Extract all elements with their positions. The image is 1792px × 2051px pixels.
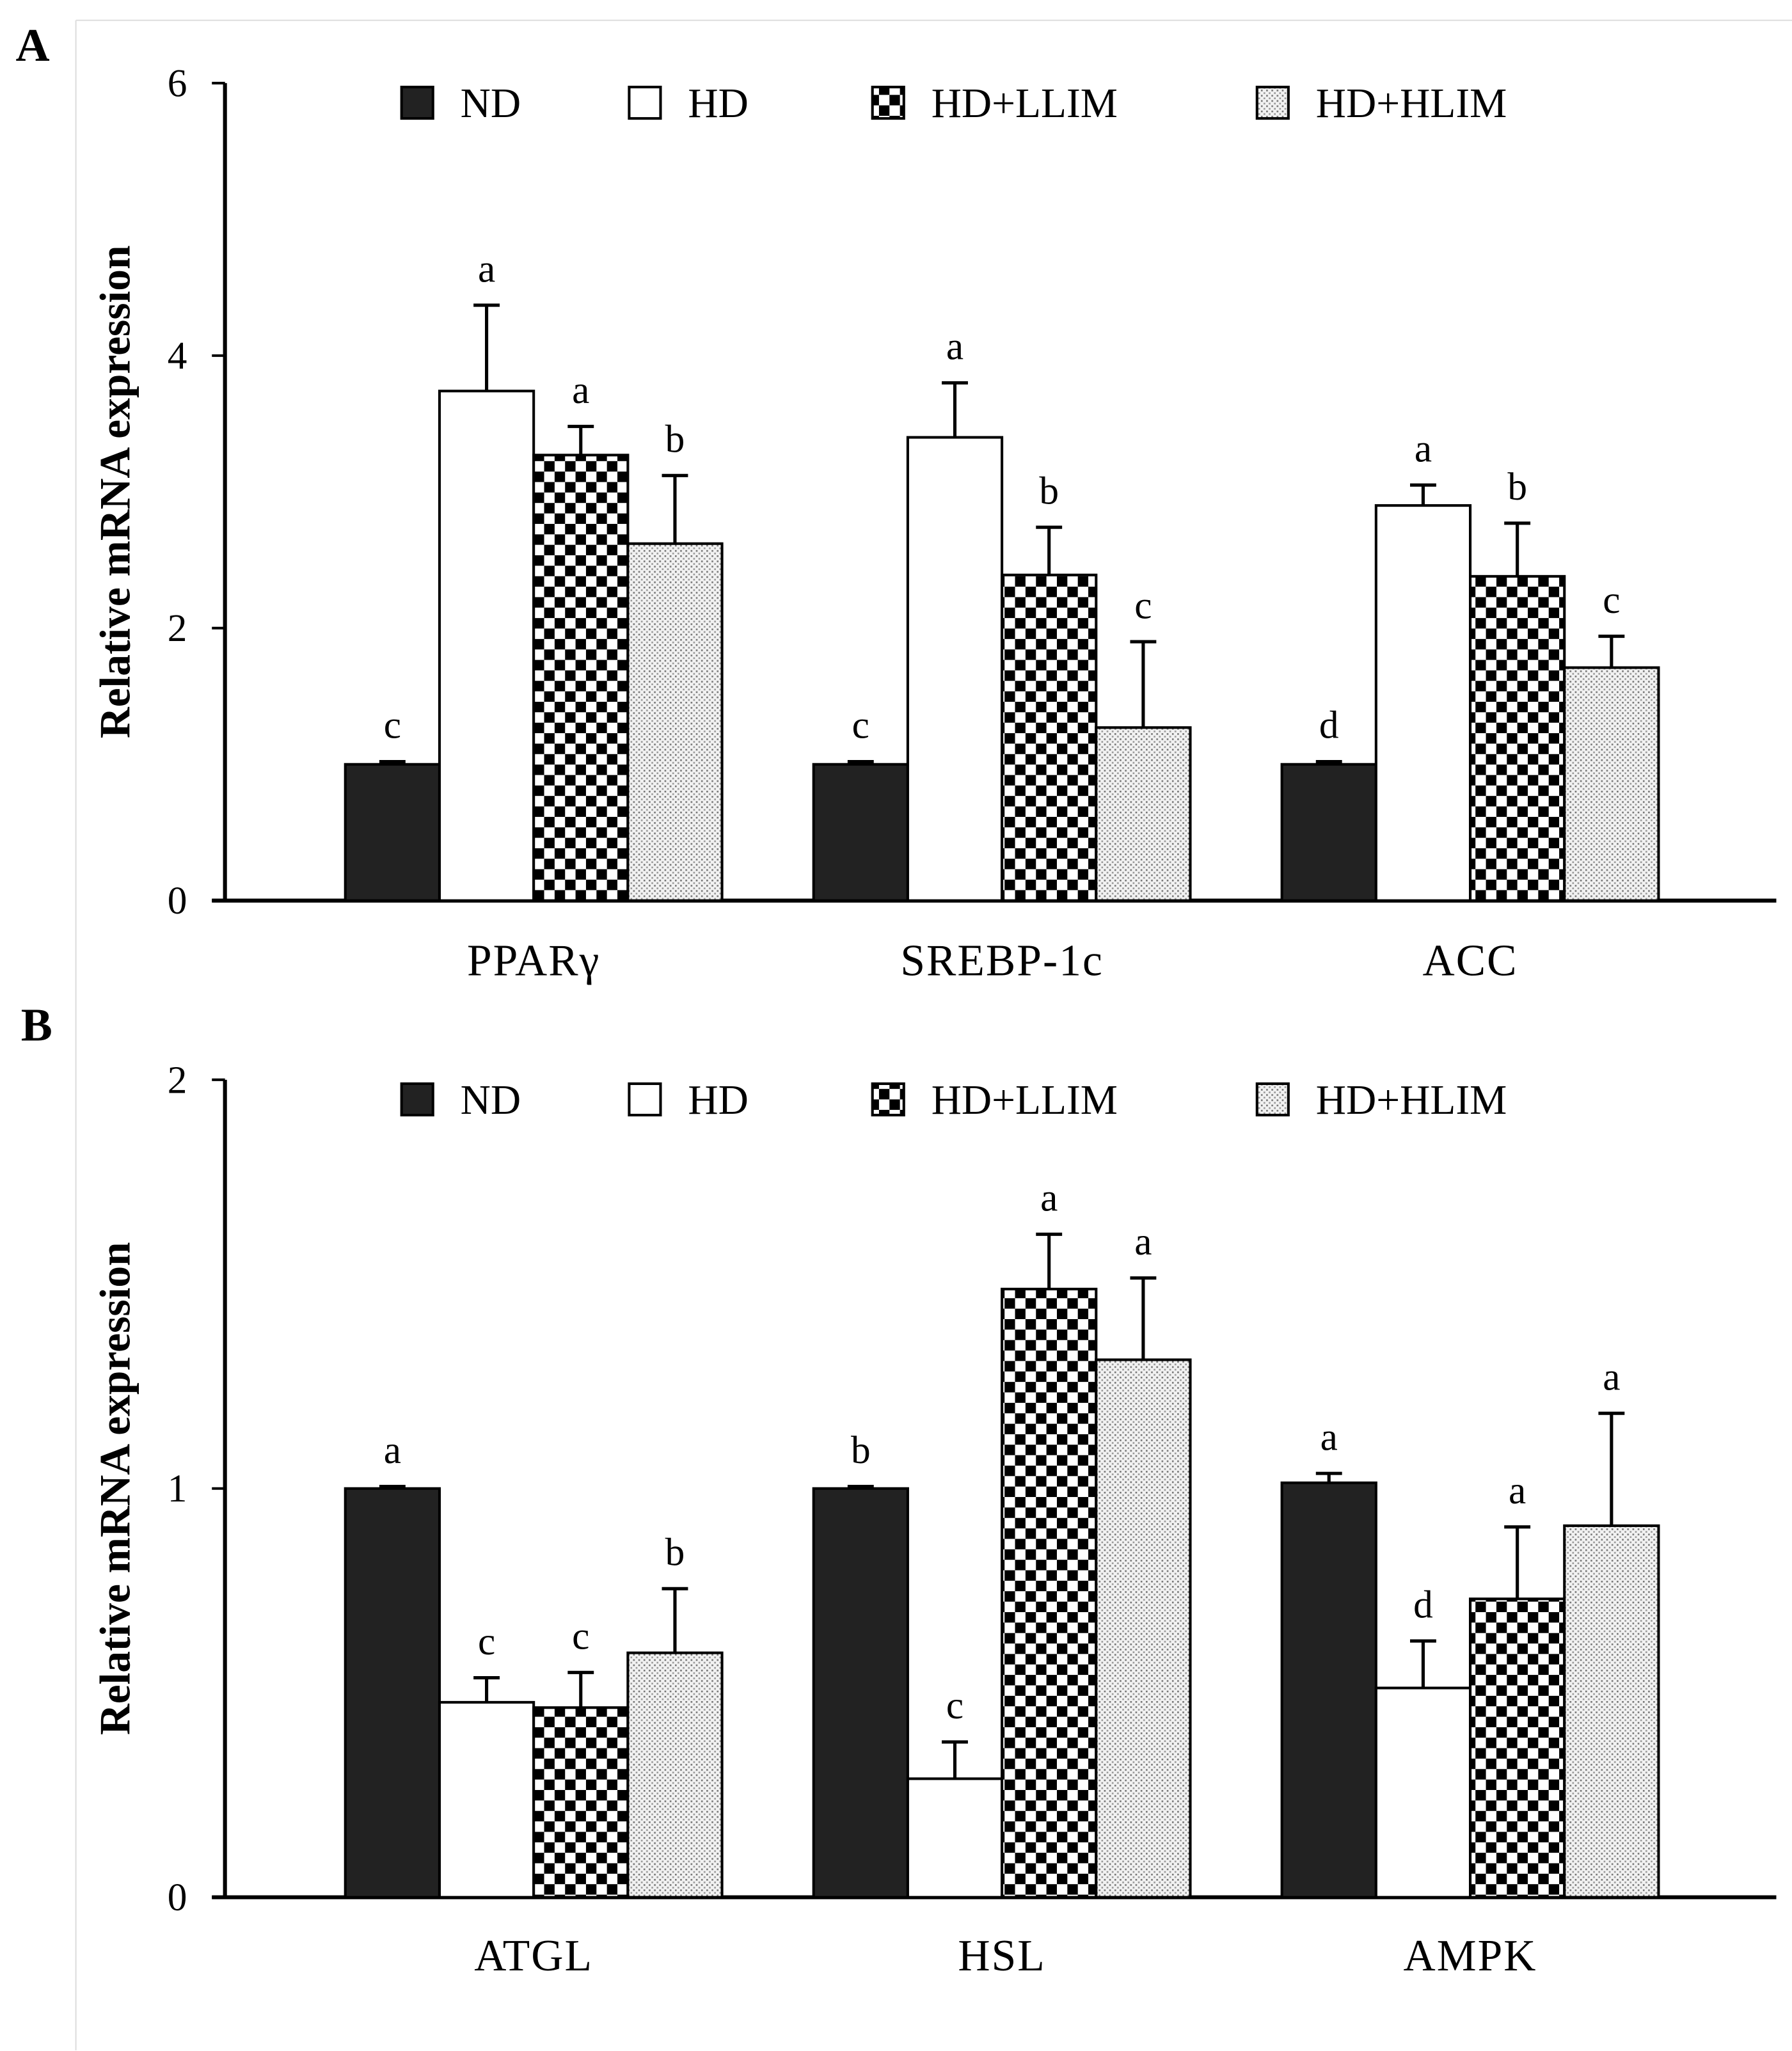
legend-swatch [871,86,905,120]
significance-letter: a [1603,1355,1620,1398]
bar [1374,504,1472,902]
significance-letter: a [478,247,495,290]
bar [1563,1524,1660,1899]
significance-letter: c [1134,583,1152,627]
y-tick-label: 0 [168,1876,187,1919]
legend-swatch [628,1082,662,1117]
y-axis-label: Relative mRNA expression [91,246,139,739]
y-tick-label: 0 [168,879,187,923]
significance-letter: c [946,1684,963,1727]
bar [906,1777,1004,1899]
significance-letter: a [946,325,963,368]
significance-letter: b [1507,465,1527,509]
bar [532,454,630,902]
legend-swatch [1255,1082,1290,1117]
legend-label: HD [688,81,748,127]
y-axis-label: Relative mRNA expression [91,1242,139,1735]
significance-letter: b [1039,469,1059,512]
legend-swatch [871,1082,905,1117]
significance-letter: b [665,1530,685,1574]
significance-letter: b [665,417,685,461]
category-label: AMPK [1404,1931,1537,1981]
category-label: SREBP-1c [900,936,1104,985]
category-label: HSL [958,1931,1045,1981]
y-tick-label: 2 [168,606,187,650]
bar [812,1487,909,1899]
y-tick-label: 1 [168,1467,187,1510]
legend-swatch [400,86,434,120]
category-label: ACC [1423,936,1518,985]
significance-letter: d [1319,704,1339,747]
bar [1095,726,1192,902]
bar [1001,573,1098,902]
significance-letter: a [1040,1176,1058,1220]
bar [438,1700,535,1899]
bar [438,390,535,902]
significance-letter: a [1415,427,1432,470]
significance-letter: b [851,1429,871,1472]
category-label: PPARγ [467,936,600,985]
significance-letter: c [572,1614,589,1658]
bar [812,763,909,902]
bar [532,1706,630,1899]
significance-letter: a [572,368,589,412]
significance-letter: d [1413,1583,1433,1626]
legend-swatch [628,86,662,120]
legend-label: ND [461,81,521,127]
legend-label: HD+HLIM [1316,1077,1507,1123]
bar [1095,1358,1192,1899]
legend-label: ND [461,1077,521,1123]
panel-label-b: B [21,999,52,1051]
panel-b-chart: 0 1 2 Relative mRNA expression ND HD HD+LLIM HD… [91,1058,1777,1981]
legend-swatch [1255,86,1290,120]
bar [1563,666,1660,902]
bar [626,1651,724,1899]
legend-label: HD+LLIM [932,1077,1118,1123]
significance-letter: c [852,704,869,747]
y-tick-label: 2 [168,1058,187,1102]
legend-label: HD+LLIM [932,81,1118,127]
panel-label-a: A [16,19,50,71]
bar [906,436,1004,902]
bar [1374,1686,1472,1899]
bar [344,763,441,902]
significance-letter: c [384,704,401,747]
significance-letter: a [1509,1469,1526,1512]
significance-letter: a [1320,1415,1338,1459]
y-tick-label: 4 [168,334,187,377]
y-tick-label: 6 [168,61,187,105]
bar [626,542,724,902]
legend-swatch [400,1082,434,1117]
bar [1469,574,1566,902]
bar [1280,763,1377,902]
significance-letter: a [1134,1220,1152,1263]
bar [1280,1481,1377,1899]
legend-label: HD [688,1077,748,1123]
significance-letter: c [1603,578,1620,622]
legend-label: HD+HLIM [1316,81,1507,127]
bar [344,1487,441,1899]
significance-letter: a [384,1429,401,1472]
significance-letter: c [478,1620,495,1663]
category-label: ATGL [474,1931,593,1981]
bar [1001,1287,1098,1899]
bar [1469,1597,1566,1899]
panel-a-chart: 0 2 4 6 Relative mRNA expression ND HD HD+LLIM H… [91,61,1777,985]
